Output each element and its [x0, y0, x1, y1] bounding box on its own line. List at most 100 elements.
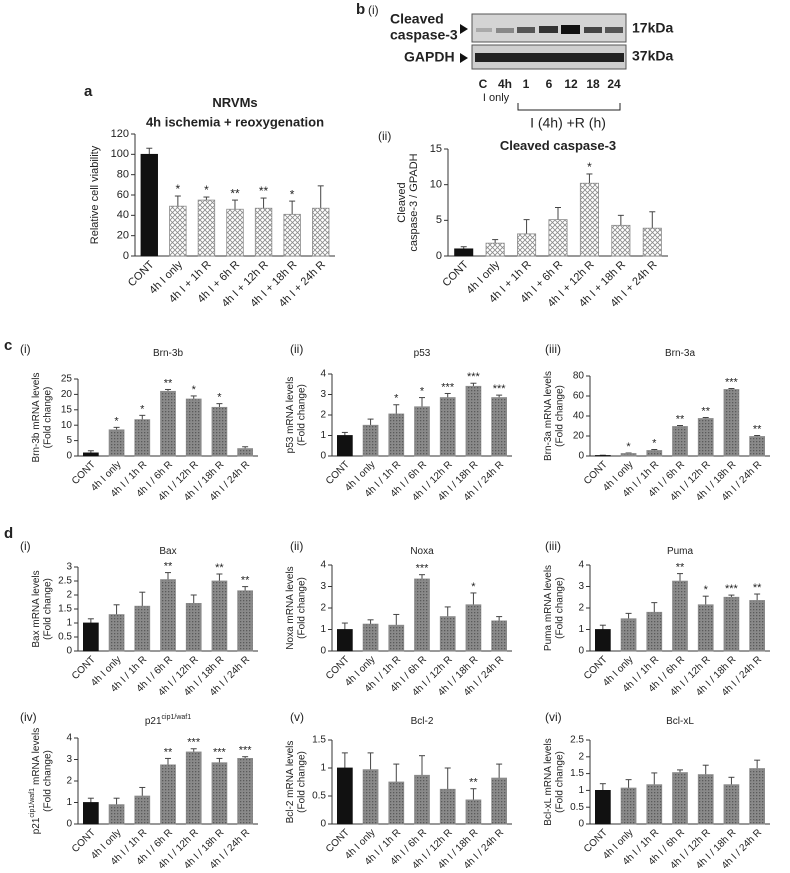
bracket — [517, 103, 621, 111]
bar — [620, 453, 637, 457]
significance: ** — [241, 575, 250, 587]
x-tick-label: CONT — [440, 258, 471, 289]
significance: *** — [239, 745, 253, 757]
y-label-text: Bax mRNA levels — [31, 570, 42, 647]
y-tick-label: 0 — [123, 250, 129, 262]
y-tick-label: 100 — [111, 148, 129, 160]
y-tick-label: 2 — [66, 776, 72, 787]
y-tick-label: 20 — [573, 431, 585, 442]
bar — [336, 435, 353, 457]
significance: *** — [213, 746, 227, 758]
band — [496, 28, 514, 33]
lane-label: 18 — [586, 77, 600, 91]
y-axis-label: Brn-3a mRNA levels — [543, 371, 554, 461]
y-axis-label: Brn-3b mRNA levels — [31, 372, 42, 462]
bar — [226, 208, 244, 257]
bar — [185, 751, 202, 825]
significance: *** — [441, 381, 455, 393]
arrow — [460, 53, 468, 63]
lane-note: I only — [483, 92, 510, 104]
band — [561, 25, 580, 34]
significance: ** — [164, 561, 173, 573]
panel-letter: a — [84, 83, 93, 100]
significance: ** — [215, 562, 224, 574]
panel-label: (v) — [290, 710, 304, 724]
chart-title: Bax — [159, 546, 176, 557]
title-text: NRVMs — [212, 95, 257, 110]
y-tick-label: 5 — [66, 435, 72, 446]
bar — [362, 623, 379, 652]
bar — [160, 579, 176, 652]
y-axis-label: Cleaved — [396, 182, 408, 222]
lane-label: 6 — [546, 77, 553, 91]
significance: ** — [676, 413, 685, 425]
y-axis-label: Puma mRNA levels — [543, 565, 554, 651]
bar — [697, 604, 714, 652]
title-text: Cleaved caspase-3 — [500, 138, 616, 153]
title-text: Bax — [159, 546, 176, 557]
bar — [134, 795, 151, 825]
significance: * — [217, 392, 222, 404]
y-tick-label: 1 — [66, 797, 72, 808]
panel-label: (iv) — [20, 710, 37, 724]
y-tick-label: 2 — [320, 410, 326, 421]
bar — [723, 389, 740, 457]
y-tick-label: 1 — [320, 624, 326, 635]
y-tick-label: 2 — [578, 603, 584, 614]
y-label-prefix: p21 — [31, 817, 42, 834]
y-axis-label: (Fold change) — [43, 750, 54, 812]
bar — [83, 452, 99, 457]
significance: * — [626, 441, 631, 453]
y-axis-label: (Fold change) — [555, 751, 566, 813]
y-tick-label: 1.5 — [570, 768, 584, 779]
bar — [283, 213, 301, 257]
bar — [140, 153, 158, 257]
y-axis-label: p21cip1/waf1 mRNA levels — [29, 728, 41, 835]
bar — [485, 242, 505, 257]
significance: * — [704, 584, 709, 596]
y-tick-label: 1 — [66, 618, 72, 629]
y-tick-label: 2 — [578, 751, 584, 762]
bar — [169, 205, 187, 257]
y-label-text: Noxa mRNA levels — [285, 566, 296, 649]
y-tick-label: 10 — [61, 420, 73, 431]
y-tick-label: 2.5 — [570, 735, 584, 746]
bar — [108, 614, 125, 652]
y-axis-label: caspase-3 / GPADH — [408, 153, 420, 251]
y-tick-label: 20 — [117, 230, 129, 242]
significance: * — [176, 182, 181, 196]
bar — [723, 784, 740, 825]
bar — [83, 622, 99, 652]
y-axis-label: p53 mRNA levels — [285, 377, 296, 454]
significance: *** — [187, 737, 201, 749]
significance: * — [471, 581, 476, 593]
title-text: Puma — [667, 546, 694, 557]
panel-label: (iii) — [545, 342, 561, 356]
bar — [362, 769, 379, 825]
bar — [388, 781, 405, 825]
y-tick-label: 60 — [117, 189, 129, 201]
significance: ** — [164, 377, 173, 389]
y-tick-label: 10 — [430, 179, 442, 191]
title-text: Noxa — [410, 546, 434, 557]
y-tick-label: 20 — [61, 389, 73, 400]
y-label-text: Puma mRNA levels — [543, 565, 554, 651]
panel-letter: c — [4, 337, 12, 354]
y-tick-label: 1 — [320, 763, 326, 774]
significance: *** — [467, 371, 481, 383]
bar — [595, 455, 611, 457]
band — [584, 27, 602, 33]
bar — [414, 406, 430, 457]
bar — [134, 605, 151, 652]
chart-title: p21cip1/waf1 — [145, 714, 191, 726]
title-text: Bcl-2 — [411, 716, 434, 727]
y-tick-label: 3 — [66, 754, 72, 765]
y-tick-label: 1 — [578, 785, 584, 796]
bar — [611, 224, 631, 257]
y-tick-label: 0.5 — [312, 791, 326, 802]
bar — [108, 429, 125, 457]
bar — [749, 436, 766, 457]
y-tick-label: 0 — [320, 646, 326, 657]
y-tick-label: 0 — [578, 451, 584, 462]
y-tick-label: 0.5 — [570, 802, 584, 813]
